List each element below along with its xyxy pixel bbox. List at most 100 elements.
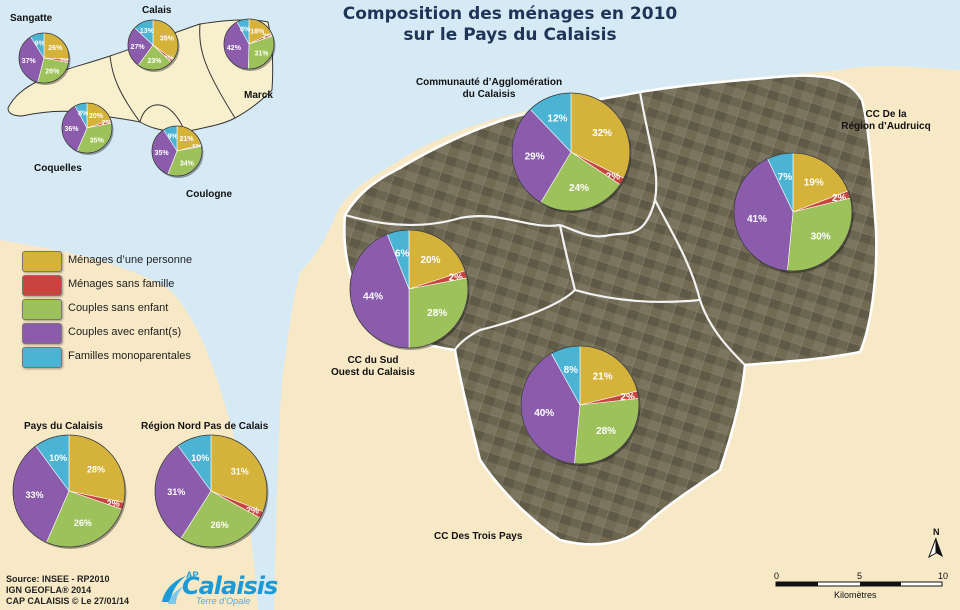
source-line: CAP CALAISIS © Le 27/01/14 xyxy=(6,596,130,606)
pie-chart: 21% 2% 28% 40% 8% xyxy=(520,345,641,466)
pie-value-label: 40% xyxy=(534,408,554,419)
inset-commune-borders xyxy=(109,23,236,133)
pie-value-label: 19% xyxy=(804,177,824,188)
pie-value-label: 37% xyxy=(22,58,37,65)
pie-value-label: 28% xyxy=(596,426,616,437)
pie-value-label: 27% xyxy=(131,44,146,51)
label-cac: Communauté d’Agglomération du Calaisis xyxy=(404,77,574,101)
pie-outline xyxy=(349,229,469,349)
logo-subtitle: Terre d’Opale xyxy=(196,596,251,606)
label-region: Région Nord Pas de Calais xyxy=(141,421,269,432)
pie-value-label: 31% xyxy=(254,51,269,58)
pie-outline xyxy=(151,125,203,177)
pie-value-label: 44% xyxy=(363,291,383,302)
sea-top-strip xyxy=(0,0,960,2)
pie-value-label: 26% xyxy=(74,518,92,528)
pie-chart: 18%2%31%42%8% xyxy=(223,18,276,71)
pie-value-label: 34% xyxy=(180,160,195,167)
legend-label: Ménages d’une personne xyxy=(68,254,193,266)
pie-value-label: 2% xyxy=(832,193,847,204)
pie-outline xyxy=(154,434,268,548)
pie-value-label: 2% xyxy=(449,272,464,283)
pie-value-label: 35% xyxy=(155,150,170,157)
pie-outline xyxy=(61,102,113,154)
scale-tick-label: 10 xyxy=(938,571,948,581)
pie-value-label: 26% xyxy=(211,520,229,530)
pie-value-label: 2% xyxy=(59,58,70,65)
scale-bar: 0 5 10 Kilomètres xyxy=(774,571,948,600)
label-coulogne: Coulogne xyxy=(186,189,233,200)
pie-value-label: 6% xyxy=(395,249,410,260)
label-sud-ouest-line1: CC du Sud xyxy=(347,355,399,366)
pie-chart: 19% 2% 30% 41% 7% xyxy=(733,152,854,273)
label-sud-ouest: CC du Sud Ouest du Calaisis xyxy=(318,355,428,379)
label-audruicq-line2: Région d’Audruicq xyxy=(841,121,931,132)
legend-swatch xyxy=(22,347,62,368)
pie-value-label: 2% xyxy=(107,498,120,508)
pie-value-label: 28% xyxy=(427,308,447,319)
pie-chart: 31% 2% 26% 31% 10% xyxy=(154,434,269,549)
source-line: Source: INSEE - RP2010 xyxy=(6,574,110,584)
pie-value-label: 31% xyxy=(231,467,249,477)
pie-value-label: 24% xyxy=(569,183,589,194)
north-arrow-icon: N xyxy=(928,527,943,559)
pie-value-label: 41% xyxy=(747,214,767,225)
label-sangatte: Sangatte xyxy=(10,13,53,24)
north-label: N xyxy=(933,527,940,537)
title-line-1: Composition des ménages en 2010 xyxy=(342,4,678,24)
legend-swatch xyxy=(22,299,62,320)
map-title: Composition des ménages en 2010 sur le P… xyxy=(300,4,720,46)
pie-outline xyxy=(733,152,853,272)
pie-value-label: 30% xyxy=(811,231,831,242)
pie-value-label: 10% xyxy=(191,453,209,463)
label-sud-ouest-line2: Ouest du Calaisis xyxy=(331,367,415,378)
pie-value-label: 9% xyxy=(168,134,179,141)
calaisis-logo: Calaisis AP Terre d’Opale xyxy=(158,570,278,606)
pie-chart: 26% 2% 26% 37% 9% xyxy=(18,32,71,85)
scale-tick-label: 0 xyxy=(774,571,779,581)
pie-chart: 35% 2%23%27% 13% xyxy=(127,19,180,72)
pie-value-label: 10% xyxy=(49,453,67,463)
pie-outline xyxy=(12,434,126,548)
pie-value-label: 13% xyxy=(140,28,155,35)
pie-value-label: 21% xyxy=(179,136,194,143)
pie-value-label: 2% xyxy=(620,392,635,403)
label-calais: Calais xyxy=(142,5,172,16)
pie-value-label: 8% xyxy=(78,110,89,117)
pie-outline xyxy=(127,19,179,71)
pie-value-label: 35% xyxy=(160,35,175,42)
pie-outline xyxy=(520,345,640,465)
pie-value-label: 2% xyxy=(606,172,621,183)
scale-unit: Kilomètres xyxy=(834,590,877,600)
logo-text: Calaisis xyxy=(182,572,278,600)
legend-label: Familles monoparentales xyxy=(68,350,191,362)
pie-outline xyxy=(223,18,275,70)
logo-prefix: AP xyxy=(186,570,199,580)
pie-chart: 21%1%34%35%9% xyxy=(151,125,204,178)
pie-value-label: 20% xyxy=(89,113,104,120)
pie-value-label: 26% xyxy=(48,45,63,52)
pie-chart: 28% 2% 26% 33% 10% xyxy=(12,434,127,549)
scale-tick-label: 5 xyxy=(857,571,862,581)
pie-value-label: 31% xyxy=(167,487,185,497)
label-cac-line1: Communauté d’Agglomération xyxy=(415,77,563,88)
legend-label: Ménages sans famille xyxy=(68,278,175,290)
pie-value-label: 8% xyxy=(564,365,579,376)
legend-swatch xyxy=(22,323,62,344)
pie-value-label: 28% xyxy=(87,464,105,474)
pie-outline xyxy=(511,92,631,212)
label-marck: Marck xyxy=(244,90,273,101)
legend-swatch xyxy=(22,275,62,296)
label-audruicq: CC De la Région d’Audruicq xyxy=(836,109,936,133)
label-pays: Pays du Calaisis xyxy=(24,421,103,432)
pie-value-label: 35% xyxy=(90,137,105,144)
pie-value-label: 26% xyxy=(45,69,60,76)
legend-swatch xyxy=(22,251,62,272)
pie-value-label: 29% xyxy=(525,152,545,163)
pie-chart: 32% 2% 24% 29% 12% xyxy=(511,92,632,213)
pie-outline xyxy=(18,32,70,84)
pie-value-label: 8% xyxy=(240,26,251,33)
pie-value-label: 33% xyxy=(25,490,43,500)
